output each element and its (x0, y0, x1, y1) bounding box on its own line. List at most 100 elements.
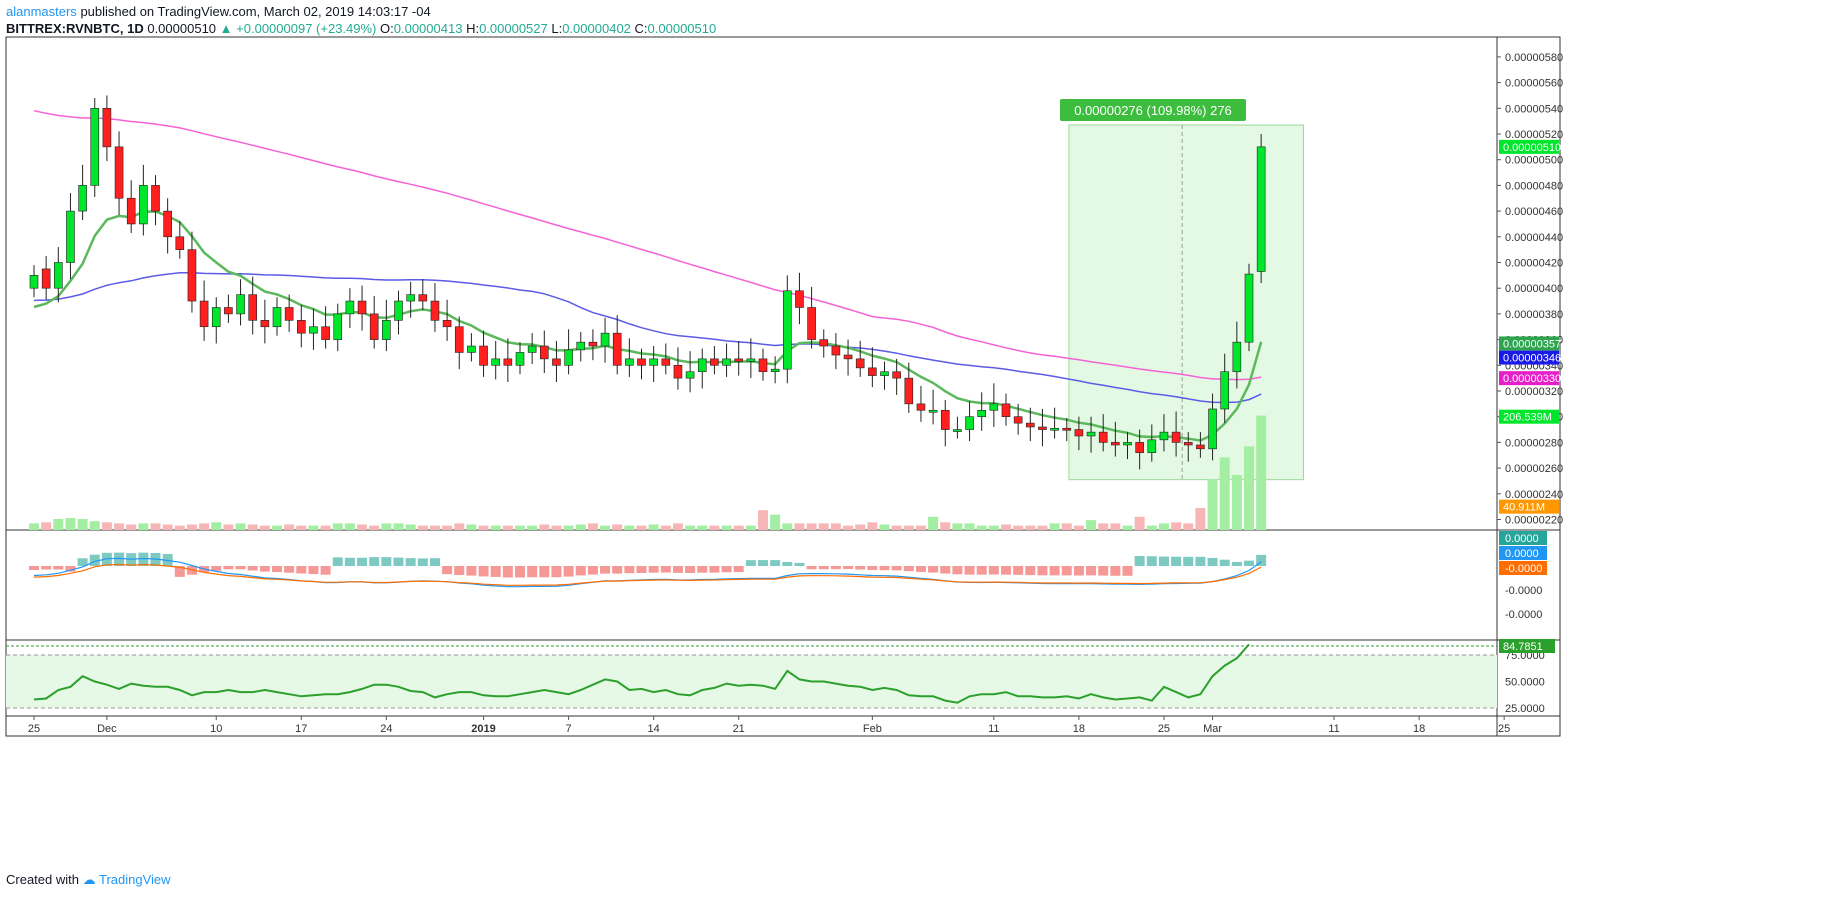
price-tick-label: 0.00000440 (1505, 232, 1563, 244)
macd-histogram-bar (1061, 566, 1072, 576)
candle-body (1123, 442, 1132, 446)
candle-body (612, 332, 622, 366)
sma-200-line (33, 109, 1262, 381)
candle-body (187, 249, 197, 302)
macd-histogram-bar (600, 566, 611, 574)
macd-histogram-bar (211, 566, 222, 571)
macd-histogram-bar (1146, 556, 1157, 566)
volume-bar (527, 525, 538, 530)
candle-body (41, 268, 51, 289)
macd-tag-bg (1499, 546, 1547, 560)
macd-histogram-bar (964, 566, 975, 575)
volume-bar (1256, 415, 1267, 530)
volume-bar (1171, 522, 1182, 530)
candle-body (904, 377, 914, 405)
volume-bar (988, 525, 999, 530)
price-tick-label: 0.00000380 (1505, 309, 1563, 321)
time-tick-label: 11 (1328, 723, 1339, 735)
candle-body (552, 358, 561, 366)
candle-body (479, 345, 488, 366)
macd-histogram-bar (903, 566, 914, 572)
candle-body (819, 339, 829, 347)
macd-histogram-bar (454, 566, 465, 576)
macd-histogram-bar (672, 566, 683, 573)
rsi-tag-bg (1499, 639, 1555, 653)
volume-bar (1231, 475, 1242, 530)
price-tick-label: 0.00000240 (1505, 489, 1563, 501)
volume-bar (247, 524, 258, 530)
macd-histogram-bar (928, 566, 939, 573)
low-value: 0.00000402 (562, 21, 631, 36)
symbol-name[interactable]: BITTREX:RVNBTC, 1D (6, 21, 144, 36)
macd-histogram-bar (490, 566, 501, 577)
candle-body (333, 313, 343, 340)
macd-histogram-bar (478, 566, 489, 577)
volume-bars (29, 415, 1267, 530)
time-tick-label: 18 (1413, 723, 1425, 735)
tradingview-logo-icon: ☁ (82, 872, 96, 887)
price-tick-label: 0.00000320 (1505, 386, 1563, 398)
candle-body (1232, 341, 1242, 373)
macd-tag-label: -0.0000 (1505, 563, 1542, 575)
volume-bar (186, 524, 197, 530)
macd-histogram-bar (940, 566, 951, 574)
candle-body (880, 371, 889, 376)
low-label: L: (551, 21, 563, 36)
macd-histogram-bar (563, 566, 574, 577)
macd-histogram-bar (782, 561, 793, 566)
volume-bar (624, 525, 635, 530)
volume-bar (174, 525, 185, 530)
volume-bar (697, 525, 708, 530)
time-tick-label: Dec (97, 723, 117, 735)
author-link[interactable]: alanmasters (6, 4, 77, 19)
volume-bar (709, 525, 720, 530)
price-tag-label: 40.911M (1503, 502, 1545, 514)
macd-histogram-bar (393, 557, 404, 566)
macd-histogram-bar (891, 566, 902, 571)
macd-histogram-bar (77, 558, 88, 566)
volume-bar (1013, 525, 1024, 530)
candle-body (114, 146, 124, 199)
price-tick-label: 0.00000260 (1505, 463, 1563, 475)
price-tag-bg (1499, 409, 1559, 424)
time-tick-label: 11 (988, 723, 999, 735)
open-label: O: (380, 21, 394, 36)
macd-histogram-bar (1183, 556, 1194, 566)
macd-histogram-bar (1122, 566, 1133, 576)
volume-bar (818, 523, 829, 530)
tradingview-link[interactable]: TradingView (99, 872, 171, 887)
candle-body (795, 290, 804, 308)
volume-bar (575, 524, 586, 530)
price-axis[interactable]: 0.00000580 0.00000560 0.00000540 0.00000520… (1497, 52, 1563, 527)
candle-body (953, 429, 962, 432)
candle-body (309, 326, 318, 334)
macd-histogram-bar (235, 566, 246, 570)
volume-bar (648, 524, 659, 530)
macd-histogram-bar (915, 566, 926, 572)
price-tag-bg (1499, 336, 1559, 351)
price-tick-label: 0.00000280 (1505, 437, 1563, 449)
volume-bar (964, 523, 975, 530)
volume-bar (417, 525, 428, 530)
candle-body (1074, 429, 1084, 437)
candle-body (637, 358, 646, 366)
volume-bar (405, 524, 416, 530)
candles (29, 95, 1266, 470)
time-axis[interactable]: 25 Dec 10 17 24 2019 7 14 21 Feb 11 18 25 Mar 11 18 25 (28, 716, 1510, 735)
macd-histogram-bar (1244, 560, 1254, 566)
candle-body (382, 320, 391, 340)
volume-bar (806, 523, 817, 530)
macd-histogram-bar (539, 566, 550, 578)
change-arrow-icon: ▲ (219, 21, 233, 36)
macd-histogram-bar (381, 557, 392, 566)
candle-body (248, 294, 257, 321)
macd-histogram-bar (1098, 566, 1109, 576)
macd-histogram-bar (272, 566, 282, 573)
publish-info: alanmasters published on TradingView.com… (6, 4, 431, 19)
volume-bar (636, 525, 647, 530)
volume-bar (1049, 523, 1060, 530)
macd-histogram-bar (515, 566, 525, 578)
candle-body (1001, 403, 1011, 418)
candle-body (406, 294, 415, 302)
